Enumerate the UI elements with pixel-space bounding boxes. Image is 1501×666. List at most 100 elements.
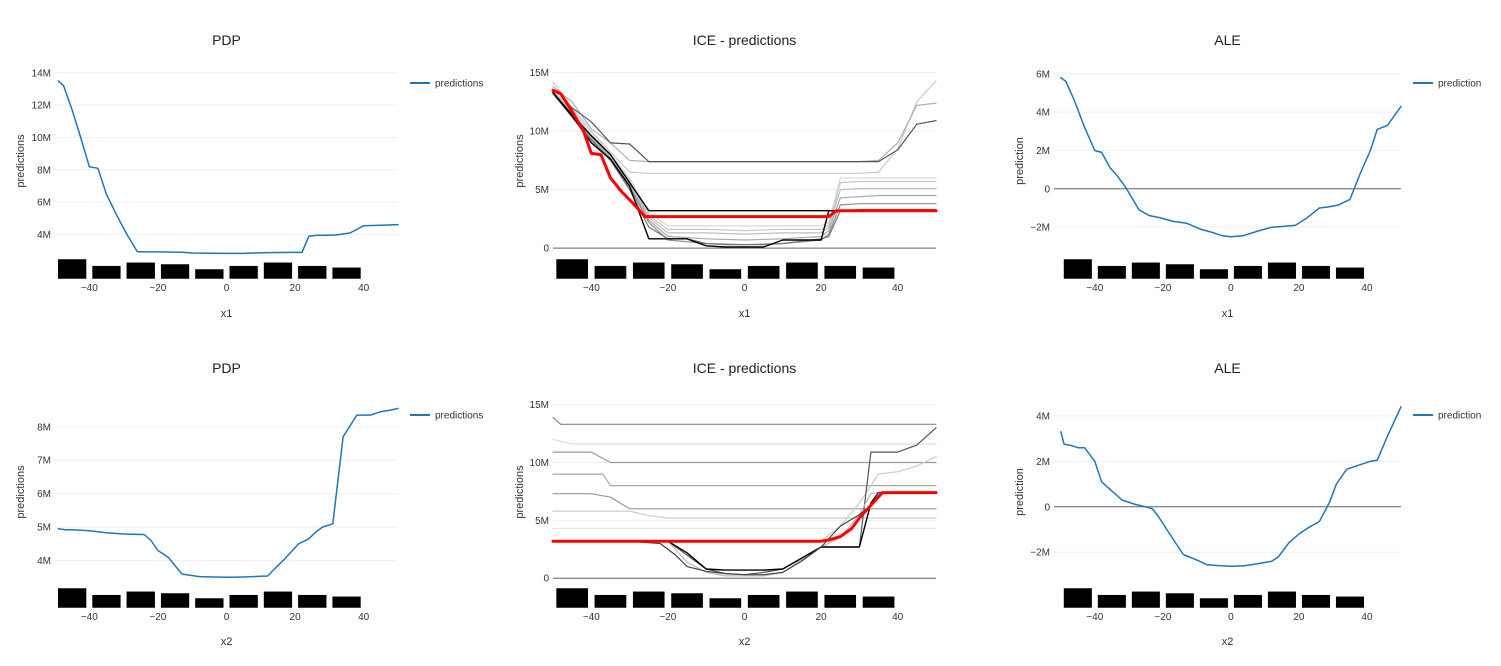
x-tick-label: 40 [892,283,904,294]
chart-title: ICE - predictions [693,360,796,376]
chart-panel-1: PDP 4M 6M 8M 10M 12M 14M −40 −20 0 20 40 x1 predictio… [15,32,483,320]
y-tick-label: 0 [543,244,549,255]
histogram-bar [126,591,156,609]
histogram-bar [785,262,819,280]
histogram-bar [91,265,122,280]
y-tick-label: 10M [530,127,549,138]
x-tick-label: −20 [1154,612,1171,623]
histogram-bar [331,267,362,280]
y-tick-label: 6M [1036,69,1050,80]
chart-title: ALE [1214,360,1240,376]
y-axis-label: predictions [15,134,27,188]
legend-label: predictions [435,411,483,422]
histogram-bar [57,258,87,280]
histogram-bar [1267,591,1297,609]
x-tick-label: 0 [224,612,230,623]
series-line-13 [551,491,938,543]
y-axis-label: prediction [1014,468,1026,516]
histogram-bar [1301,594,1331,609]
x-tick-label: 20 [290,283,302,294]
y-tick-label: 8M [37,165,51,176]
histogram-bar [126,262,156,280]
y-axis-label: predictions [15,465,27,519]
y-tick-label: 0 [1044,502,1050,513]
series-line-6 [552,90,937,235]
histogram-bar [1097,594,1127,609]
x-tick-label: 0 [1228,612,1234,623]
series-line-12 [552,492,937,576]
x-tick-label: 20 [816,283,828,294]
y-tick-label: 2M [1036,457,1050,468]
histogram-bar [823,594,857,609]
x-tick-label: −40 [1086,283,1103,294]
x-tick-label: −20 [1154,283,1171,294]
histogram-bar [228,265,259,280]
y-tick-label: 10M [32,133,51,144]
histogram-bar [194,268,225,280]
histogram-bar [1233,594,1263,609]
x-tick-label: 20 [816,612,828,623]
x-tick-label: −40 [81,612,98,623]
histogram-bar [1131,591,1161,609]
histogram-bar [1335,596,1365,609]
chart-title: PDP [212,360,241,376]
histogram-bar [1199,597,1229,609]
y-tick-label: 6M [37,198,51,209]
x-tick-label: 0 [224,283,230,294]
chart-title: PDP [212,32,241,48]
x-tick-label: −40 [1086,612,1103,623]
y-tick-label: 14M [32,68,51,79]
y-tick-label: 15M [530,400,549,411]
series-line-10 [552,91,937,248]
x-tick-label: −20 [659,612,676,623]
x-tick-label: 0 [742,612,748,623]
series-line-7 [552,91,937,241]
histogram-bar [160,592,190,609]
x-tick-label: −20 [659,283,676,294]
histogram-bar [670,592,704,609]
y-tick-label: −2M [1030,223,1050,234]
histogram-bar [632,262,666,280]
histogram-bar [1165,592,1195,609]
chart-title: ICE - predictions [693,32,796,48]
y-tick-label: 5M [37,523,51,534]
series-line-2 [552,86,937,163]
histogram-bar [823,265,857,280]
series-line-1 [552,80,937,174]
x-tick-label: −40 [81,283,98,294]
histogram-bar [1063,258,1093,280]
histogram-bar [331,596,362,609]
chart-title: ALE [1214,32,1240,48]
y-tick-label: 4M [37,556,51,567]
x-tick-label: 40 [358,612,370,623]
x-tick-label: −40 [583,283,600,294]
y-tick-label: 4M [1036,108,1050,119]
x-tick-label: 40 [358,283,370,294]
y-axis-label: predictions [514,134,526,188]
histogram-bar [709,597,742,609]
series-line-11 [552,491,937,571]
histogram-bar [1097,265,1127,280]
y-tick-label: 10M [530,458,549,469]
histogram-bar [709,268,742,280]
series-line-3 [552,90,937,163]
x-tick-label: 0 [742,283,748,294]
histogram-bar [862,267,895,280]
series-line-1 [1060,406,1402,568]
series-line-8 [552,93,937,246]
chart-panel-3: ALE −2M 0 2M 4M 6M −40 −20 0 20 40 x1 prediction pred… [1014,32,1481,320]
histogram-bar [160,263,190,280]
series-line-2 [552,438,937,445]
x-axis-label: x1 [221,308,233,320]
histogram-bar [1267,262,1297,280]
series-line-10 [552,492,937,577]
histogram-bar [263,262,293,280]
x-axis-label: x2 [739,636,751,648]
x-tick-label: −20 [149,612,166,623]
chart-panel-4: PDP 4M 5M 6M 7M 8M −40 −20 0 20 40 x2 predictions pre… [15,360,483,648]
x-tick-label: 40 [1361,283,1373,294]
histogram-bar [91,594,122,609]
chart-panel-5: ICE - predictions 0 5M 10M 15M −40 −20 0 20 40 x2 p… [514,360,938,648]
y-tick-label: 6M [37,489,51,500]
histogram-bar [194,597,225,609]
